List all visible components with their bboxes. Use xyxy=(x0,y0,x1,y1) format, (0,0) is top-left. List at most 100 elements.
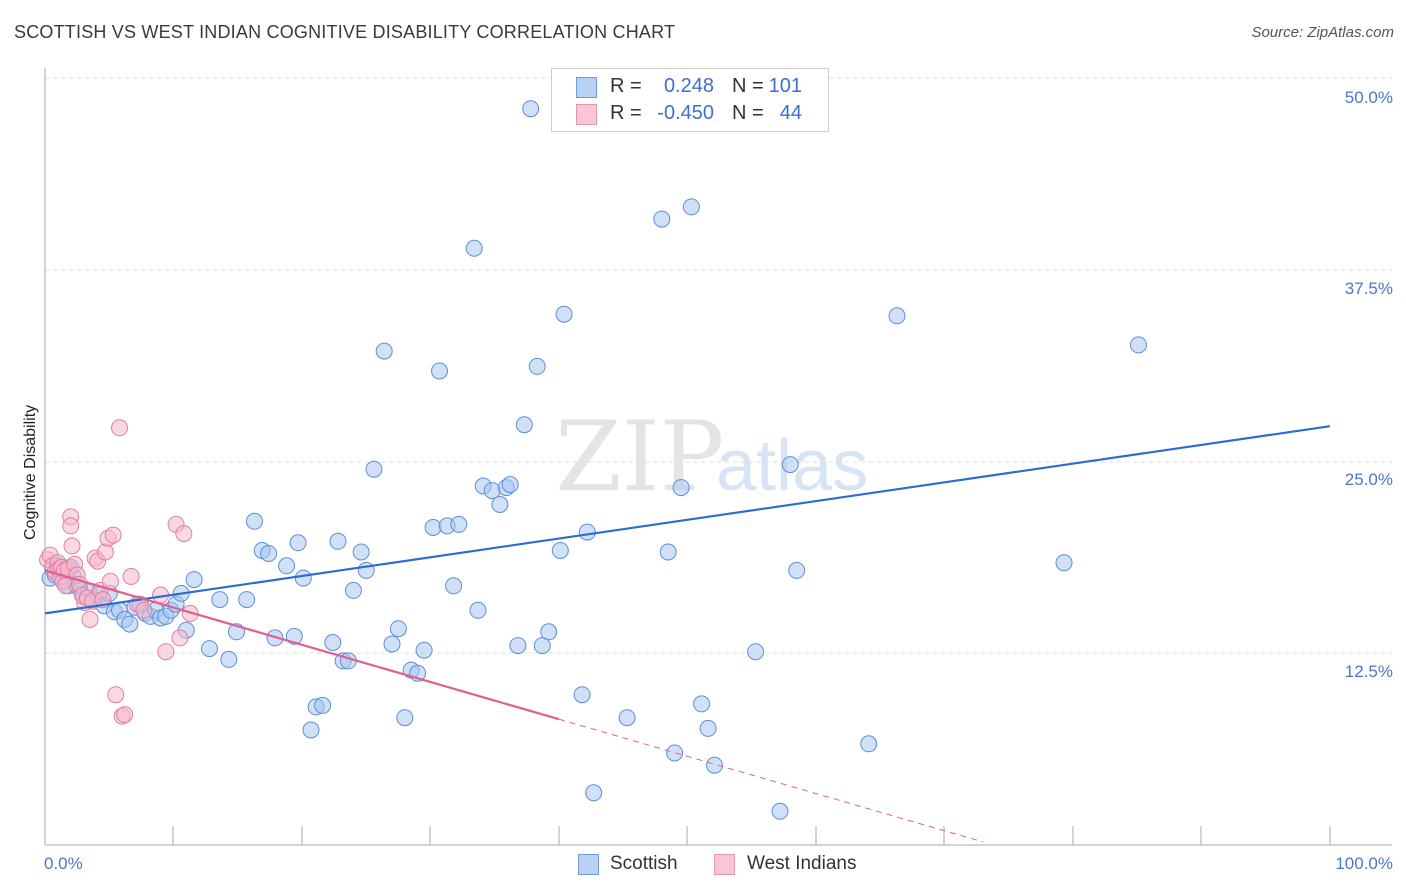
scottish-point xyxy=(220,650,238,668)
scottish-point xyxy=(1130,336,1147,354)
scottish-point xyxy=(396,709,414,727)
scottish-point xyxy=(699,719,717,737)
legend-r-label: R = xyxy=(610,75,642,97)
scottish-point xyxy=(666,744,684,762)
scottish-point xyxy=(302,721,320,739)
west-indian-point xyxy=(116,706,134,724)
scottish-point xyxy=(706,756,723,774)
scottish-point xyxy=(278,557,296,575)
x-tick-label-min: 0.0% xyxy=(44,854,83,873)
scottish-point xyxy=(860,735,878,753)
scottish-point xyxy=(578,523,596,541)
scottish-point xyxy=(501,476,519,493)
y-tick-label: 50.0% xyxy=(1345,88,1393,107)
scottish-point xyxy=(201,640,218,658)
scottish-trend-line xyxy=(44,425,1331,615)
west-indian-trend-extension xyxy=(558,718,984,843)
scottish-point xyxy=(424,519,442,536)
scottish-point xyxy=(573,686,591,704)
scottish-point xyxy=(672,479,690,497)
legend: R = 0.248 N = 101 R = -0.450 N = 44 xyxy=(551,68,829,132)
scottish-point xyxy=(509,637,527,655)
scottish-point xyxy=(483,482,501,500)
scottish-point xyxy=(375,342,393,360)
legend-swatch-scottish xyxy=(576,77,597,98)
y-tick-label: 12.5% xyxy=(1345,662,1393,681)
scottish-point xyxy=(585,784,603,802)
scottish-point xyxy=(324,634,342,651)
scottish-point xyxy=(450,515,468,533)
scottish-point xyxy=(314,696,332,714)
y-tick-label: 37.5% xyxy=(1345,279,1393,298)
scottish-point xyxy=(211,591,229,609)
west-indian-point xyxy=(62,517,80,535)
scottish-point xyxy=(121,615,139,633)
west-indian-point xyxy=(81,611,99,628)
legend-r-value: -0.450 xyxy=(657,102,714,124)
west-indian-point xyxy=(111,419,128,437)
scottish-point xyxy=(888,307,906,325)
west-indian-trend-line xyxy=(44,569,560,721)
west-indian-point xyxy=(107,686,125,704)
scottish-point xyxy=(445,577,463,595)
scottish-point xyxy=(522,100,540,118)
west-indian-point xyxy=(135,601,153,619)
legend-n-label: N = xyxy=(732,75,764,97)
bottom-legend-label-scottish: Scottish xyxy=(610,853,678,874)
scottish-point xyxy=(540,623,558,641)
scottish-point xyxy=(238,591,256,609)
trend-lines xyxy=(44,425,1331,843)
west-indian-point xyxy=(104,526,122,544)
scottish-point xyxy=(469,601,487,619)
west-indian-point xyxy=(171,629,189,647)
bottom-legend-label-west-indians: West Indians xyxy=(747,853,857,874)
x-tick-label-max: 100.0% xyxy=(1335,854,1393,873)
legend-row-west-indians: R = -0.450 N = 44 xyxy=(552,101,828,127)
gridlines xyxy=(45,77,1392,654)
scottish-point xyxy=(551,542,569,559)
legend-swatch-west-indians xyxy=(576,104,597,125)
scottish-point xyxy=(533,637,551,655)
scottish-point xyxy=(771,802,789,820)
scottish-point xyxy=(329,532,347,550)
scottish-point xyxy=(289,534,307,552)
bottom-legend-swatch-west-indians xyxy=(714,854,735,875)
west-indian-point xyxy=(175,525,193,543)
scottish-point xyxy=(682,198,700,216)
scottish-point xyxy=(185,571,203,589)
scottish-point xyxy=(465,239,483,257)
scottish-point xyxy=(788,561,806,579)
legend-n-value: 101 xyxy=(768,75,802,97)
scottish-point xyxy=(659,543,677,561)
legend-r-label: R = xyxy=(610,102,642,124)
watermark-zip: ZIP xyxy=(555,401,724,513)
x-ticks xyxy=(172,826,1331,845)
west-indian-point xyxy=(96,543,114,561)
scottish-point xyxy=(491,496,509,513)
bottom-legend-swatch-scottish xyxy=(578,854,599,875)
chart-title: SCOTTISH VS WEST INDIAN COGNITIVE DISABI… xyxy=(14,22,676,42)
scottish-point xyxy=(653,210,671,228)
y-tick-label: 25.0% xyxy=(1345,470,1393,489)
scottish-point xyxy=(618,709,636,727)
scottish-point xyxy=(515,416,533,434)
scottish-point xyxy=(747,643,765,661)
scottish-point xyxy=(294,569,312,587)
scottish-point xyxy=(260,545,278,562)
west-indian-point xyxy=(122,568,140,585)
west-indian-point xyxy=(157,643,175,661)
scottish-point xyxy=(344,581,362,599)
west-indian-point xyxy=(63,537,81,555)
legend-n-value: 44 xyxy=(779,102,802,124)
scottish-point xyxy=(555,305,573,323)
scottish-point xyxy=(1055,554,1073,572)
scottish-point xyxy=(431,362,448,380)
scottish-point xyxy=(352,543,370,561)
scottish-point xyxy=(365,460,383,478)
scottish-point xyxy=(781,456,799,474)
y-axis-title: Cognitive Disability xyxy=(22,405,39,540)
scottish-point xyxy=(528,357,546,375)
legend-r-value: 0.248 xyxy=(663,75,714,97)
legend-row-scottish: R = 0.248 N = 101 xyxy=(552,74,828,100)
